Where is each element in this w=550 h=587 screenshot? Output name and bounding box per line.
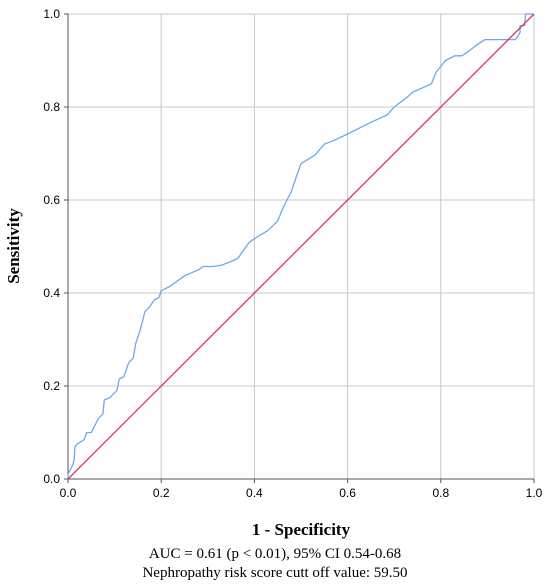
- y-tick-label: 1.0: [43, 7, 60, 21]
- x-tick-label: 1.0: [526, 486, 543, 500]
- y-tick-label: 0.6: [43, 193, 60, 207]
- x-tick-label: 0.8: [432, 486, 449, 500]
- roc-curve-line: [67, 13, 534, 479]
- y-tick-label: 0.4: [43, 286, 60, 300]
- grid-lines: [67, 13, 535, 480]
- auc-caption: AUC = 0.61 (p < 0.01), 95% CI 0.54-0.68: [148, 546, 402, 562]
- cutoff-caption: Nephropathy risk score cutt off value: 5…: [142, 565, 408, 581]
- y-tick-label: 0.8: [43, 100, 60, 114]
- x-tick-label: 0.0: [60, 486, 77, 500]
- y-axis-title: Sensitivity: [4, 208, 23, 284]
- x-tick-labels: 0.0 0.2 0.4 0.6 0.8 1.0: [60, 486, 543, 500]
- y-tick-label: 0.2: [43, 379, 60, 393]
- x-axis-title: 1 - Specificity: [252, 520, 351, 539]
- series-group: [67, 13, 535, 480]
- axes: [64, 13, 535, 483]
- x-tick-label: 0.4: [246, 486, 263, 500]
- reference-diagonal-line: [67, 13, 535, 480]
- y-tick-label: 0.0: [43, 472, 60, 486]
- y-tick-labels: 0.0 0.2 0.4 0.6 0.8 1.0: [43, 7, 60, 486]
- x-tick-label: 0.6: [339, 486, 356, 500]
- x-tick-label: 0.2: [153, 486, 170, 500]
